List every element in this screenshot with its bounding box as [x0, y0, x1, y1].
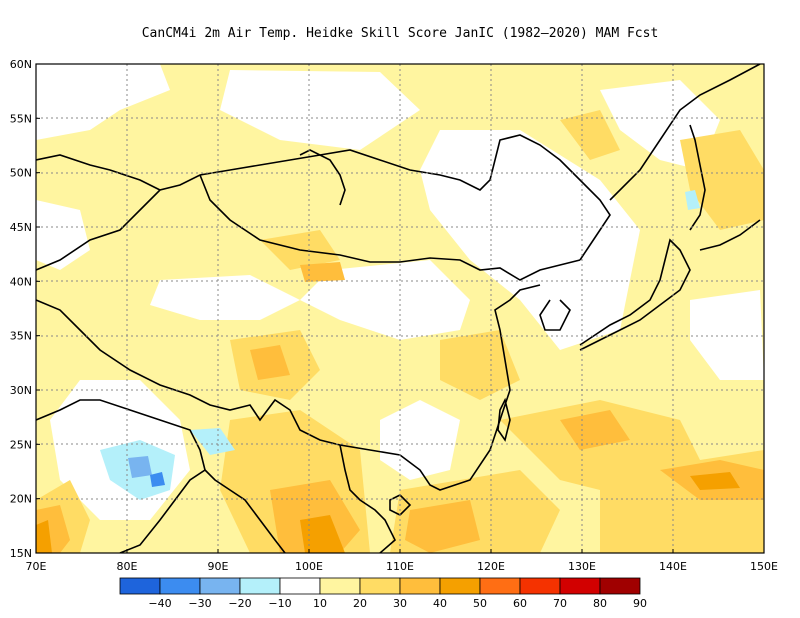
lat-tick-label: 25N — [10, 438, 32, 451]
lat-tick-label: 55N — [10, 112, 32, 125]
colorbar-label: −20 — [228, 597, 251, 610]
colorbar-label: −30 — [188, 597, 211, 610]
colorbar-swatch — [239, 577, 281, 595]
colorbar-swatch — [519, 577, 561, 595]
colorbar-label: 50 — [473, 597, 487, 610]
lat-tick-label: 45N — [10, 221, 32, 234]
colorbar-label: 60 — [513, 597, 527, 610]
colorbar-labels: −40 −30 −20 −10 10 20 30 40 50 60 70 80 90 — [148, 597, 647, 610]
lon-tick-label: 110E — [386, 560, 414, 573]
colorbar-label: −10 — [268, 597, 291, 610]
negative-skill-region — [100, 190, 700, 500]
lon-tick-label: 80E — [117, 560, 138, 573]
colorbar-label: 30 — [393, 597, 407, 610]
lon-tick-label: 150E — [750, 560, 778, 573]
colorbar-label: 80 — [593, 597, 607, 610]
lon-tick-label: 140E — [659, 560, 687, 573]
lat-tick-label: 60N — [10, 58, 32, 71]
colorbar-swatch — [359, 577, 401, 595]
lat-tick-label: 20N — [10, 493, 32, 506]
colorbar-swatch — [319, 577, 361, 595]
lat-tick-label: 50N — [10, 167, 32, 180]
colorbar-swatch — [159, 577, 201, 595]
lon-tick-label: 100E — [295, 560, 323, 573]
colorbar-swatch — [479, 577, 521, 595]
lon-tick-label: 90E — [208, 560, 229, 573]
latitude-labels: 15N 20N 25N 30N 35N 40N 45N 50N 55N 60N — [10, 58, 40, 560]
lat-tick-label: 40N — [10, 275, 32, 288]
colorbar-swatch — [599, 577, 641, 595]
lon-tick-label: 120E — [477, 560, 505, 573]
colorbar-swatch — [119, 577, 161, 595]
lon-tick-label: 70E — [26, 560, 47, 573]
lat-tick-label: 30N — [10, 384, 32, 397]
map-title: CanCM4i 2m Air Temp. Heidke Skill Score … — [141, 26, 659, 41]
colorbar-swatch — [279, 577, 321, 595]
lon-tick-label: 130E — [568, 560, 596, 573]
graticule — [36, 64, 764, 553]
colorbar-label: 70 — [553, 597, 567, 610]
skill-40-50-regions — [36, 472, 740, 553]
colorbar-label: 10 — [313, 597, 327, 610]
colorbar-label: 40 — [433, 597, 447, 610]
map-field — [36, 64, 764, 553]
longitude-labels: 70E 80E 90E 100E 110E 120E 130E 140E 150E — [26, 549, 778, 573]
colorbar-label: −40 — [148, 597, 171, 610]
lat-tick-label: 35N — [10, 330, 32, 343]
coastlines-borders — [36, 64, 761, 553]
colorbar-label: 20 — [353, 597, 367, 610]
colorbar-swatch — [559, 577, 601, 595]
colorbar-swatch — [399, 577, 441, 595]
lat-tick-label: 15N — [10, 547, 32, 560]
colorbar-swatch — [439, 577, 481, 595]
colorbar-swatch — [199, 577, 241, 595]
colorbar — [119, 577, 641, 595]
colorbar-label: 90 — [633, 597, 647, 610]
